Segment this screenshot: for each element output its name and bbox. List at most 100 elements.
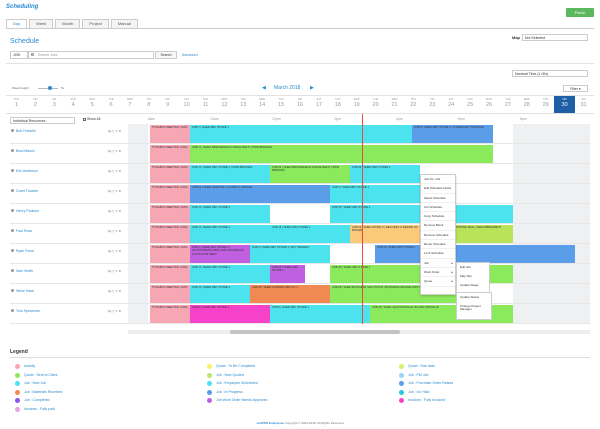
day-cell[interactable]: THU 15 (271, 96, 292, 113)
schedule-block[interactable]: TOOLBOX MEETING (7AM) (150, 245, 190, 263)
row-action-icons[interactable]: ▤ ◷ ✎ ⚙ (108, 149, 122, 153)
context-menu-item[interactable]: Job No. 131 (421, 175, 455, 185)
resource-name[interactable]: Paul Ross (16, 229, 32, 233)
context-menu-item[interactable]: Quote ▸ (421, 277, 455, 287)
schedule-block[interactable]: TOOLBOX MEETING (7AM) (150, 265, 190, 283)
day-cell[interactable]: MON 19 (346, 96, 367, 113)
tab-project[interactable]: Project (82, 19, 109, 28)
tab-manual[interactable]: Manual (110, 19, 138, 28)
tab-month[interactable]: Month (55, 19, 81, 28)
row-action-icons[interactable]: ▤ ◷ ✎ ⚙ (108, 309, 122, 313)
submenu-item[interactable]: Update Status (460, 295, 480, 299)
schedule-block[interactable]: TOOLBOX MEETING (7AM) (150, 305, 190, 323)
day-cell[interactable]: SUN 18 (327, 96, 348, 113)
schedule-block[interactable]: TOOLBOX MEETING (7AM) (150, 205, 190, 223)
day-cell[interactable]: WED 14 (252, 96, 273, 113)
day-cell[interactable]: THU 29 (535, 96, 556, 113)
advanced-search-link[interactable]: Advanced (182, 53, 198, 57)
row-action-icons[interactable]: ▤ ◷ ✎ ⚙ (108, 169, 122, 173)
day-cell[interactable]: MON 12 (214, 96, 235, 113)
prev-month-icon[interactable]: ◀ (262, 85, 266, 91)
row-action-icons[interactable]: ▤ ◷ ✎ ⚙ (108, 129, 122, 133)
day-cell[interactable]: SAT 10 (176, 96, 197, 113)
schedule-block[interactable]: JOB 11 | SHED ABC STORE 1 (190, 225, 270, 243)
resource-name[interactable]: Brad Mauric (16, 149, 35, 153)
schedule-block[interactable]: JOB 11 | SHED ABC STORE 1 (190, 285, 250, 303)
resource-name[interactable]: Eric Anderson (16, 169, 38, 173)
schedule-block[interactable]: JOB 11 | SHED ABC STORE 1 | PIPE BRIDGES (190, 165, 270, 183)
row-action-icons[interactable]: ▤ ◷ ✎ ⚙ (108, 229, 122, 233)
day-cell[interactable]: FRI 9 (157, 96, 178, 113)
day-cell[interactable]: TUE 6 (101, 96, 122, 113)
day-cell[interactable]: SAT 3 (44, 96, 65, 113)
day-cell[interactable]: SUN 11 (195, 96, 216, 113)
search-input[interactable]: Search Jobs (28, 51, 154, 59)
context-menu-item[interactable]: Rerun Schedule (421, 240, 455, 250)
schedule-block[interactable]: JOB 16 | SHED ABC STORE 1 (270, 225, 350, 243)
schedule-block[interactable]: JOB 8 | SHED ABC STORE 1 | OVERNIGHT WOR… (412, 125, 493, 143)
schedule-block[interactable]: TOOLBOX MEETING (7AM) (150, 225, 190, 243)
time-mode-select[interactable]: Nominal Time (1.00x) (512, 70, 588, 77)
schedule-block[interactable]: JOB 1 | SHED ABC STORE 1 | OUTSTANDING N… (190, 245, 250, 263)
schedule-block[interactable]: JOB 8 | SHED ABC STORE 1 (270, 305, 370, 323)
schedule-block[interactable]: JOB 23 | SHED WOOD 2 | DELIVERY & REPAIR… (350, 225, 430, 243)
schedule-block[interactable]: TOOLBOX MEETING (7AM) (150, 145, 190, 163)
filter-button[interactable]: Filter ▾ (563, 85, 588, 92)
day-cell[interactable]: THU 1 (6, 96, 27, 113)
submenu-item[interactable]: Update Stage (460, 283, 479, 287)
resource-name[interactable]: Bob Franklin (16, 129, 36, 133)
row-action-icons[interactable]: ▤ ◷ ✎ ⚙ (108, 289, 122, 293)
schedule-block[interactable]: JOB 11 | SHED BRIDGEFIELD FORGE REFIT | … (190, 145, 493, 163)
schedule-block[interactable]: JOB 20 | SHED ABC STORE 1 (270, 265, 305, 283)
day-cell[interactable]: FRI 2 (25, 96, 46, 113)
resource-name[interactable]: Steve Hack (16, 289, 34, 293)
day-cell[interactable]: SAT 17 (308, 96, 329, 113)
day-cell[interactable]: FRI 16 (290, 96, 311, 113)
submenu-item[interactable]: Edit Job (460, 265, 471, 269)
schedule-block[interactable]: JOB 25 | SHED GARDEN ABC CO 1 (250, 285, 330, 303)
context-menu-item[interactable]: Remove Schedule (421, 231, 455, 241)
search-type-select[interactable]: JOB (10, 51, 28, 59)
submenu-item[interactable]: Map Site (460, 274, 472, 278)
day-cell[interactable]: TUE 20 (365, 96, 386, 113)
context-menu-item[interactable]: Select Schedule (421, 194, 455, 203)
day-cell[interactable]: WED 21 (384, 96, 405, 113)
schedule-block[interactable]: JOB 5 | SHED ABC STORE 1 (330, 185, 420, 203)
schedule-block[interactable]: JOB 7 | SHED ABC STORE 1 (190, 125, 412, 143)
context-menu-item[interactable]: Cut Schedule (421, 203, 455, 213)
map-select[interactable]: Not Selected (522, 34, 588, 41)
row-action-icons[interactable]: ▤ ◷ ✎ ⚙ (108, 189, 122, 193)
context-menu-item[interactable]: Job ▸ (421, 259, 455, 268)
scrollbar-thumb[interactable] (230, 330, 400, 334)
day-cell[interactable]: FRI 23 (422, 96, 443, 113)
search-button[interactable]: Search (155, 51, 177, 59)
resource-name[interactable]: Grant Thacker (16, 189, 39, 193)
day-cell[interactable]: THU 8 (138, 96, 159, 113)
submenu-item[interactable]: Change Project Manager (460, 304, 481, 312)
day-cell[interactable]: TUE 13 (233, 96, 254, 113)
context-menu-item[interactable]: Edit Schedule Notes (421, 184, 455, 194)
row-action-icons[interactable]: ▤ ◷ ✎ ⚙ (108, 209, 122, 213)
day-cell[interactable]: SUN 4 (63, 96, 84, 113)
schedule-block[interactable]: TOOLBOX MEETING (7AM) (150, 285, 190, 303)
schedule-block[interactable]: JOB 2 | SHED ABC STORE 1 | BUY BAKERS (250, 245, 330, 263)
day-cell[interactable]: SAT 24 (441, 96, 462, 113)
resource-name[interactable]: Henry Paulson (16, 209, 39, 213)
schedule-block[interactable]: TOOLBOX MEETING (7AM) (150, 125, 190, 143)
next-month-icon[interactable]: ▶ (310, 85, 314, 91)
day-cell[interactable]: THU 22 (403, 96, 424, 113)
day-cell[interactable]: FRI 30 (554, 96, 576, 113)
context-menu-item[interactable]: Work Order ▸ (421, 268, 455, 278)
context-menu-item[interactable]: Remove Block (421, 221, 455, 231)
day-cell[interactable]: WED 28 (516, 96, 537, 113)
schedule-block[interactable]: JOB 24 | SHED ABC STORE 1 (350, 165, 420, 183)
schedule-block[interactable]: JOB 11 | SHED ABC STORE 1 (190, 205, 270, 223)
row-action-icons[interactable]: ▤ ◷ ✎ ⚙ (108, 269, 122, 273)
context-menu-item[interactable]: Lock Schedule (421, 249, 455, 259)
resource-name[interactable]: Ryan Force (16, 249, 35, 253)
day-cell[interactable]: MON 26 (479, 96, 500, 113)
day-cell[interactable]: SUN 25 (460, 96, 481, 113)
slider-handle[interactable] (48, 86, 52, 90)
schedule-block[interactable]: TOOLBOX MEETING (7AM) (150, 185, 190, 203)
schedule-block[interactable]: JOB 4 | SHED ABC STORE 1 (190, 305, 270, 323)
